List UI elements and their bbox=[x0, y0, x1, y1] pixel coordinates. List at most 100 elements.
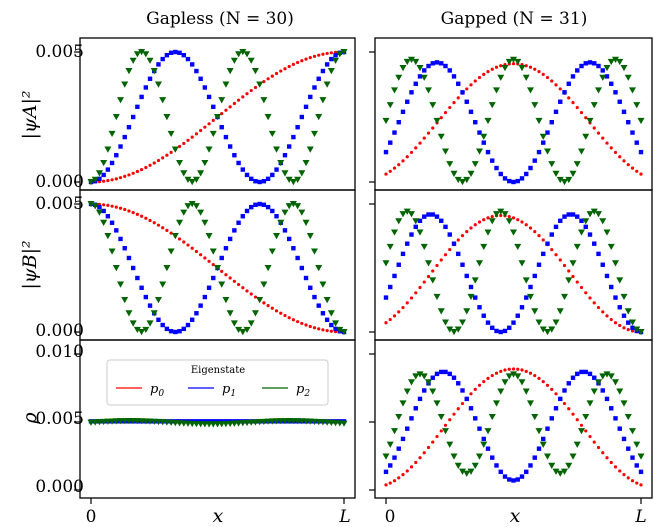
point-gapless-psiB-p1-18 bbox=[164, 326, 170, 332]
point-gapless-psiB-p1-55 bbox=[320, 311, 326, 316]
point-gapped-rho-p0-36 bbox=[537, 376, 541, 380]
point-gapless-psiB-p1-49 bbox=[295, 255, 300, 261]
point-gapped-psiB-p2-57 bbox=[624, 308, 632, 315]
point-gapped-psiA-p2-30 bbox=[510, 56, 517, 63]
point-gapless-psiA-p2-6 bbox=[112, 114, 120, 121]
point-gapless-psiB-p2-23 bbox=[184, 203, 192, 210]
point-gapped-psiB-p1-31 bbox=[515, 313, 520, 318]
point-gapless-psiA-p0-16 bbox=[156, 158, 161, 163]
point-gapped-psiA-p2-32 bbox=[518, 64, 526, 72]
point-gapped-psiB-p2-9 bbox=[420, 243, 428, 251]
point-gapless-psiA-p2-31 bbox=[218, 97, 226, 104]
point-gapless-psiB-p0-24 bbox=[190, 246, 194, 250]
point-gapped-psiB-p1-27 bbox=[498, 329, 503, 335]
point-gapped-psiA-p2-42 bbox=[561, 179, 568, 186]
point-gapped-rho-p0-1 bbox=[388, 481, 392, 485]
point-gapped-rho-p2-35 bbox=[531, 413, 539, 421]
point-gapped-psiB-p0-43 bbox=[567, 269, 571, 273]
point-gapless-psiB-p2-1 bbox=[91, 203, 99, 210]
point-gapped-psiB-p2-28 bbox=[501, 211, 509, 218]
point-gapped-psiA-p2-3 bbox=[395, 74, 403, 81]
point-gapless-psiB-p0-41 bbox=[262, 301, 266, 305]
point-gapped-rho-p0-30 bbox=[511, 367, 516, 371]
point-gapless-psiB-p0-9 bbox=[127, 209, 131, 213]
point-gapless-psiB-p1-51 bbox=[303, 275, 309, 281]
point-gapped-psiB-p0-47 bbox=[584, 291, 588, 295]
point-gapless-psiB-p0-26 bbox=[199, 253, 203, 257]
point-gapped-psiB-p1-3 bbox=[396, 262, 401, 267]
point-gapped-psiA-p2-60 bbox=[637, 117, 645, 125]
point-gapped-psiB-p2-0 bbox=[382, 260, 390, 267]
point-gapless-psiA-p2-59 bbox=[336, 51, 344, 58]
point-gapped-psiA-p0-1 bbox=[388, 169, 392, 173]
point-gapped-rho-p1-32 bbox=[519, 474, 525, 479]
point-gapless-psiB-p1-41 bbox=[261, 202, 267, 207]
point-gapped-psiB-p0-9 bbox=[422, 280, 426, 284]
point-gapped-psiA-p1-42 bbox=[562, 90, 567, 95]
point-gapped-psiB-p1-33 bbox=[524, 295, 529, 300]
point-gapped-psiB-p0-3 bbox=[397, 310, 401, 314]
point-gapless-psiA-p0-21 bbox=[177, 144, 182, 149]
point-gapless-psiA-p0-6 bbox=[114, 177, 118, 181]
point-gapped-psiB-p0-55 bbox=[618, 323, 622, 328]
point-gapless-psiA-p0-3 bbox=[102, 179, 106, 183]
point-gapped-psiB-p1-9 bbox=[422, 214, 427, 219]
point-gapless-psiA-p0-28 bbox=[207, 122, 211, 126]
point-gapped-rho-p1-3 bbox=[396, 446, 401, 451]
point-gapless-psiB-p0-50 bbox=[300, 321, 304, 326]
point-gapped-rho-p1-51 bbox=[600, 388, 605, 393]
point-gapless-psiA-p2-23 bbox=[184, 176, 192, 183]
point-gapped-psiA-p2-45 bbox=[573, 161, 581, 168]
point-gapless-psiB-p2-57 bbox=[327, 310, 335, 317]
point-gapless-psiB-p2-13 bbox=[142, 326, 150, 334]
point-gapped-rho-p2-57 bbox=[624, 413, 632, 421]
point-gapped-psiA-p1-30 bbox=[511, 179, 516, 185]
point-gapped-rho-p2-4 bbox=[399, 400, 407, 407]
point-gapped-psiB-p0-34 bbox=[528, 226, 533, 230]
point-gapless-psiB-p1-47 bbox=[286, 236, 292, 242]
point-gapped-rho-p0-58 bbox=[630, 479, 635, 483]
point-gapless-psiB-p2-52 bbox=[306, 233, 314, 240]
point-gapped-psiB-p2-41 bbox=[556, 308, 564, 315]
point-gapless-psiB-p2-25 bbox=[192, 203, 200, 210]
point-gapped-psiA-p0-50 bbox=[596, 131, 601, 135]
point-gapped-psiB-p2-48 bbox=[586, 211, 594, 218]
point-gapless-psiB-p1-19 bbox=[168, 329, 174, 334]
point-gapped-psiA-p1-24 bbox=[485, 149, 491, 155]
point-gapless-psiA-p2-32 bbox=[222, 81, 230, 88]
point-gapped-psiB-p2-40 bbox=[552, 319, 560, 326]
point-gapless-psiB-p0-46 bbox=[283, 313, 287, 318]
point-gapped-rho-p1-33 bbox=[524, 469, 529, 475]
point-gapless-psiA-p0-25 bbox=[194, 132, 199, 136]
point-gapped-psiB-p1-19 bbox=[464, 273, 469, 279]
point-gapless-psiB-p2-34 bbox=[230, 320, 238, 327]
point-gapped-psiB-p1-32 bbox=[519, 305, 525, 310]
point-gapped-rho-p2-39 bbox=[548, 462, 556, 469]
point-gapless-psiA-p1-43 bbox=[270, 172, 275, 178]
point-gapped-psiB-p0-50 bbox=[596, 305, 601, 310]
point-gapless-psiA-p0-13 bbox=[144, 165, 148, 170]
point-gapped-psiB-p2-60 bbox=[637, 329, 645, 336]
point-gapless-psiA-p2-19 bbox=[167, 130, 175, 138]
point-gapped-rho-p1-5 bbox=[405, 426, 410, 431]
point-gapped-psiB-p0-31 bbox=[516, 218, 520, 222]
point-gapped-rho-p2-16 bbox=[450, 453, 458, 460]
point-gapless-psiB-p2-16 bbox=[154, 297, 162, 304]
point-gapless-psiB-p2-9 bbox=[125, 310, 133, 317]
point-gapless-psiB-p0-39 bbox=[253, 295, 258, 299]
point-gapless-psiB-p2-38 bbox=[247, 320, 255, 327]
point-gapped-rho-p2-54 bbox=[612, 379, 619, 386]
point-gapless-psiA-p2-44 bbox=[273, 146, 281, 153]
point-gapped-rho-p1-0 bbox=[383, 469, 389, 475]
point-gapped-rho-p1-7 bbox=[413, 406, 418, 411]
point-gapped-psiB-p1-24 bbox=[485, 320, 491, 325]
point-gapped-rho-p2-34 bbox=[527, 400, 534, 407]
point-gapless-psiB-p0-55 bbox=[321, 328, 325, 332]
point-gapped-psiB-p2-24 bbox=[484, 229, 492, 236]
point-gapped-psiB-p2-39 bbox=[548, 326, 556, 333]
point-gapped-psiB-p0-14 bbox=[443, 253, 448, 257]
point-gapped-psiA-p0-21 bbox=[473, 79, 477, 83]
point-gapless-psiB-p2-11 bbox=[133, 326, 141, 334]
point-gapped-rho-p2-46 bbox=[578, 428, 585, 435]
